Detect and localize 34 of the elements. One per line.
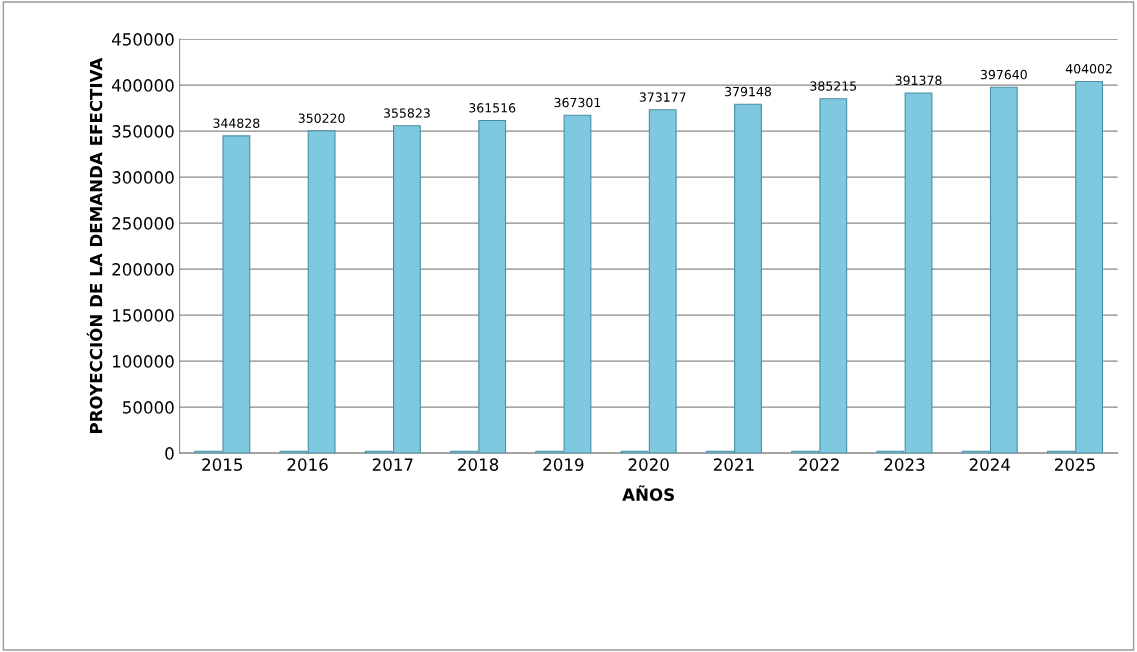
y-tick-label: 450000 <box>111 33 174 46</box>
data-label: 391378 <box>895 75 942 86</box>
y-tick-label: 0 <box>165 447 174 460</box>
x-tick-label: 2023 <box>884 458 925 471</box>
data-label: 361516 <box>469 103 516 113</box>
y-tick-label: 350000 <box>112 125 174 138</box>
x-tick-label: 2021 <box>713 458 754 471</box>
x-tick-label: 2016 <box>287 458 328 471</box>
data-label: 373177 <box>639 92 686 102</box>
x-tick-label: 2017 <box>372 458 413 471</box>
x-axis-title: AÑOS <box>622 485 674 501</box>
x-tick-label: 2024 <box>969 458 1011 471</box>
y-tick-label: 250000 <box>112 217 174 230</box>
y-axis-title: PROYECCIÓN DE LA DEMANDA EFECTIVA <box>86 57 103 434</box>
x-tick-label: 2020 <box>628 458 669 471</box>
data-label: 379148 <box>725 86 772 97</box>
x-tick-label: 2022 <box>799 458 839 471</box>
x-tick-label: 2015 <box>202 458 243 471</box>
data-label: 385215 <box>810 81 857 91</box>
data-label: 350220 <box>298 113 345 123</box>
data-label: 404002 <box>1065 64 1112 74</box>
x-tick-label: 2025 <box>1055 458 1095 471</box>
y-tick-label: 100000 <box>112 355 174 368</box>
y-tick-label: 300000 <box>112 171 174 184</box>
y-tick-label: 150000 <box>112 309 174 322</box>
data-label: 344828 <box>213 118 260 128</box>
data-label: 367301 <box>554 97 601 108</box>
data-label: 397640 <box>980 69 1027 80</box>
data-label: 355823 <box>384 108 430 118</box>
x-tick-label: 2019 <box>543 458 584 471</box>
y-tick-label: 50000 <box>123 401 174 414</box>
y-tick-label: 400000 <box>111 79 174 92</box>
x-tick-label: 2018 <box>458 458 499 471</box>
y-tick-label: 200000 <box>112 263 174 276</box>
